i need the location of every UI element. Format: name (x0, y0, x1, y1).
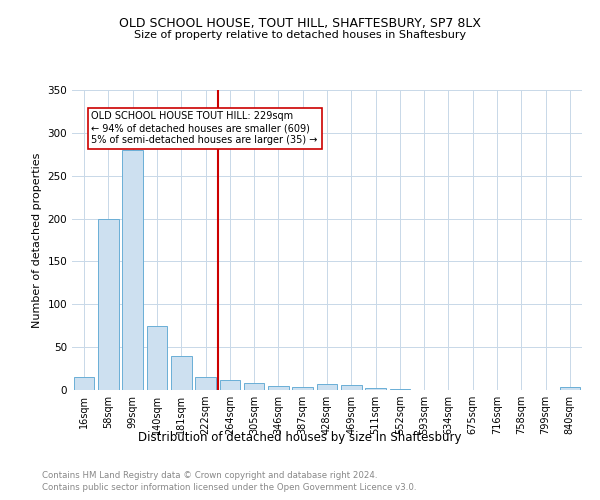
Text: Size of property relative to detached houses in Shaftesbury: Size of property relative to detached ho… (134, 30, 466, 40)
Bar (341, 385, 362, 390)
Bar (365, 388, 386, 390)
Bar (74, 377, 94, 390)
Bar (244, 383, 265, 390)
Bar (98, 218, 119, 390)
Bar (268, 386, 289, 390)
Bar (220, 380, 240, 390)
Bar (122, 150, 143, 390)
Bar (389, 389, 410, 390)
Text: OLD SCHOOL HOUSE, TOUT HILL, SHAFTESBURY, SP7 8LX: OLD SCHOOL HOUSE, TOUT HILL, SHAFTESBURY… (119, 18, 481, 30)
Y-axis label: Number of detached properties: Number of detached properties (32, 152, 42, 328)
Text: Contains public sector information licensed under the Open Government Licence v3: Contains public sector information licen… (42, 484, 416, 492)
Text: OLD SCHOOL HOUSE TOUT HILL: 229sqm
← 94% of detached houses are smaller (609)
5%: OLD SCHOOL HOUSE TOUT HILL: 229sqm ← 94%… (91, 112, 318, 144)
Bar (560, 388, 580, 390)
Bar (195, 377, 216, 390)
Text: Contains HM Land Registry data © Crown copyright and database right 2024.: Contains HM Land Registry data © Crown c… (42, 471, 377, 480)
Bar (292, 388, 313, 390)
Bar (146, 326, 167, 390)
Bar (317, 384, 337, 390)
Bar (171, 356, 191, 390)
Text: Distribution of detached houses by size in Shaftesbury: Distribution of detached houses by size … (138, 431, 462, 444)
